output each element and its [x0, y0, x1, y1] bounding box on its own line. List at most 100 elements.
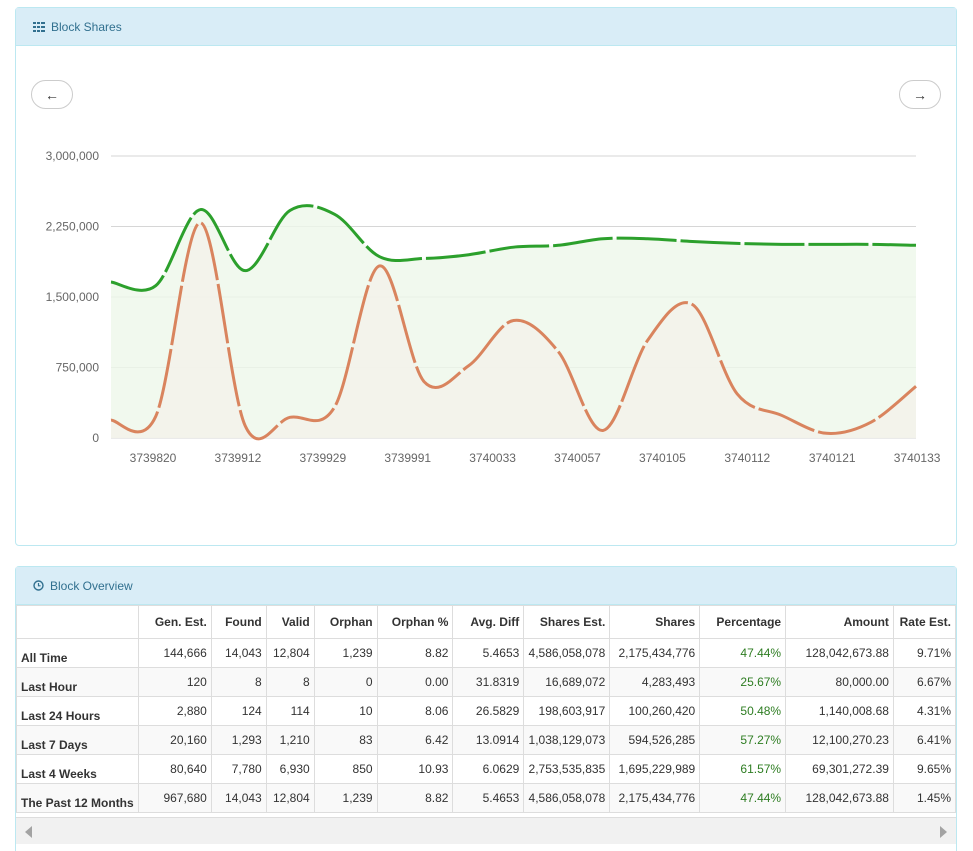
- block-shares-chart: 0 750,000 1,500,000 2,250,000 3,000,000 37398…: [46, 149, 941, 465]
- table-cell: 2,880: [137, 696, 212, 726]
- column-header: Gen. Est.: [137, 605, 212, 639]
- table-cell: 1.45%: [892, 783, 957, 813]
- horizontal-scrollbar[interactable]: [16, 817, 956, 844]
- table-cell: 1,038,129,073: [523, 725, 611, 755]
- table-row: All Time 144,666 14,043 12,804 1,239 8.82 5.46…: [16, 638, 957, 668]
- y-tick-label: 2,250,000: [46, 220, 100, 234]
- y-tick-label: 0: [92, 431, 99, 445]
- x-tick-label: 3740112: [724, 451, 770, 465]
- table-cell: 4,586,058,078: [523, 783, 611, 813]
- table-cell: 114: [265, 696, 315, 726]
- table-cell: 10: [313, 696, 378, 726]
- block-overview-table: Gen. Est. Found Valid Orphan Orphan % Avg. Di…: [16, 605, 957, 813]
- table-cell: 1,140,008.68: [785, 696, 894, 726]
- table-cell: 20,160: [137, 725, 212, 755]
- column-header: Valid: [265, 605, 315, 639]
- table-cell: 4.31%: [892, 696, 957, 726]
- row-label: All Time: [16, 638, 139, 668]
- table-cell: 57.27%: [699, 725, 787, 755]
- table-cell: 0: [313, 667, 378, 697]
- column-header: Orphan: [313, 605, 378, 639]
- scroll-right-arrow-icon[interactable]: [940, 826, 947, 838]
- table-cell: 10.93: [376, 754, 454, 784]
- table-cell: 2,753,535,835: [523, 754, 611, 784]
- table-cell: 12,804: [265, 783, 315, 813]
- column-header: Avg. Diff: [452, 605, 525, 639]
- table-cell: 12,804: [265, 638, 315, 668]
- x-tick-label: 3740121: [809, 451, 856, 465]
- table-cell: 8.82: [376, 638, 454, 668]
- column-header: [16, 605, 139, 639]
- table-cell: 120: [137, 667, 212, 697]
- table-cell: 144,666: [137, 638, 212, 668]
- block-shares-title: Block Shares: [51, 19, 122, 34]
- table-cell: 6.0629: [452, 754, 525, 784]
- row-label: Last 7 Days: [16, 725, 139, 755]
- block-shares-panel: Block Shares ← → 0 750,000 1,500,000 2,250,…: [15, 7, 957, 546]
- x-tick-label: 3739912: [215, 451, 262, 465]
- table-cell: 6,930: [265, 754, 315, 784]
- table-cell: 1,210: [265, 725, 315, 755]
- table-cell: 47.44%: [699, 783, 787, 813]
- grid-icon: [33, 21, 45, 32]
- table-row: Last 7 Days 20,160 1,293 1,210 83 6.42 13.0914…: [16, 725, 957, 755]
- x-tick-label: 3739991: [384, 451, 431, 465]
- table-cell: 13.0914: [452, 725, 525, 755]
- table-row: Last 24 Hours 2,880 124 114 10 8.06 26.5829 198…: [16, 696, 957, 726]
- series-line: [110, 204, 917, 292]
- prev-button[interactable]: ←: [31, 80, 73, 109]
- table-cell: 7,780: [210, 754, 267, 784]
- column-header: Rate Est.: [892, 605, 957, 639]
- table-cell: 14,043: [210, 638, 267, 668]
- table-cell: 9.65%: [892, 754, 957, 784]
- row-label: Last Hour: [16, 667, 139, 697]
- table-cell: 47.44%: [699, 638, 787, 668]
- column-header: Orphan %: [376, 605, 454, 639]
- table-cell: 9.71%: [892, 638, 957, 668]
- x-tick-label: 3740133: [894, 451, 941, 465]
- scroll-left-arrow-icon[interactable]: [25, 826, 32, 838]
- table-cell: 8.06: [376, 696, 454, 726]
- row-label: Last 24 Hours: [16, 696, 139, 726]
- next-button[interactable]: →: [899, 80, 941, 109]
- column-header: Percentage: [699, 605, 787, 639]
- block-overview-title: Block Overview: [50, 578, 133, 593]
- block-overview-panel: Block Overview Gen. Est. Found Valid Orphan…: [15, 566, 957, 851]
- table-cell: 1,239: [313, 638, 378, 668]
- table-row: Last 4 Weeks 80,640 7,780 6,930 850 10.93 6.06…: [16, 754, 957, 784]
- column-header: Found: [210, 605, 267, 639]
- table-cell: 0.00: [376, 667, 454, 697]
- x-tick-label: 3739929: [299, 451, 346, 465]
- table-cell: 12,100,270.23: [785, 725, 894, 755]
- table-cell: 6.67%: [892, 667, 957, 697]
- y-tick-label: 1,500,000: [46, 290, 100, 304]
- y-tick-label: 750,000: [56, 361, 100, 375]
- table-cell: 5.4653: [452, 783, 525, 813]
- table-cell: 1,239: [313, 783, 378, 813]
- table-cell: 31.8319: [452, 667, 525, 697]
- table-cell: 83: [313, 725, 378, 755]
- table-cell: 4,283,493: [609, 667, 701, 697]
- table-cell: 14,043: [210, 783, 267, 813]
- table-row: Last Hour 120 8 8 0 0.00 31.8319 16,689,072 4,28…: [16, 667, 957, 697]
- table-cell: 1,293: [210, 725, 267, 755]
- block-shares-heading: Block Shares: [16, 8, 956, 46]
- table-cell: 80,000.00: [785, 667, 894, 697]
- table-cell: 124: [210, 696, 267, 726]
- table-header-row: Gen. Est. Found Valid Orphan Orphan % Avg. Di…: [16, 605, 957, 639]
- table-cell: 5.4653: [452, 638, 525, 668]
- table-cell: 6.42: [376, 725, 454, 755]
- row-label: Last 4 Weeks: [16, 754, 139, 784]
- table-row: The Past 12 Months 967,680 14,043 12,804 1,2…: [16, 783, 957, 813]
- column-header: Shares: [609, 605, 701, 639]
- table-cell: 69,301,272.39: [785, 754, 894, 784]
- table-cell: 16,689,072: [523, 667, 611, 697]
- block-overview-heading: Block Overview: [16, 567, 956, 605]
- table-cell: 8.82: [376, 783, 454, 813]
- x-tick-label: 3740105: [639, 451, 686, 465]
- clock-icon: [33, 580, 44, 591]
- column-header: Amount: [785, 605, 894, 639]
- table-cell: 2,175,434,776: [609, 783, 701, 813]
- table-cell: 80,640: [137, 754, 212, 784]
- row-label: The Past 12 Months: [16, 783, 139, 813]
